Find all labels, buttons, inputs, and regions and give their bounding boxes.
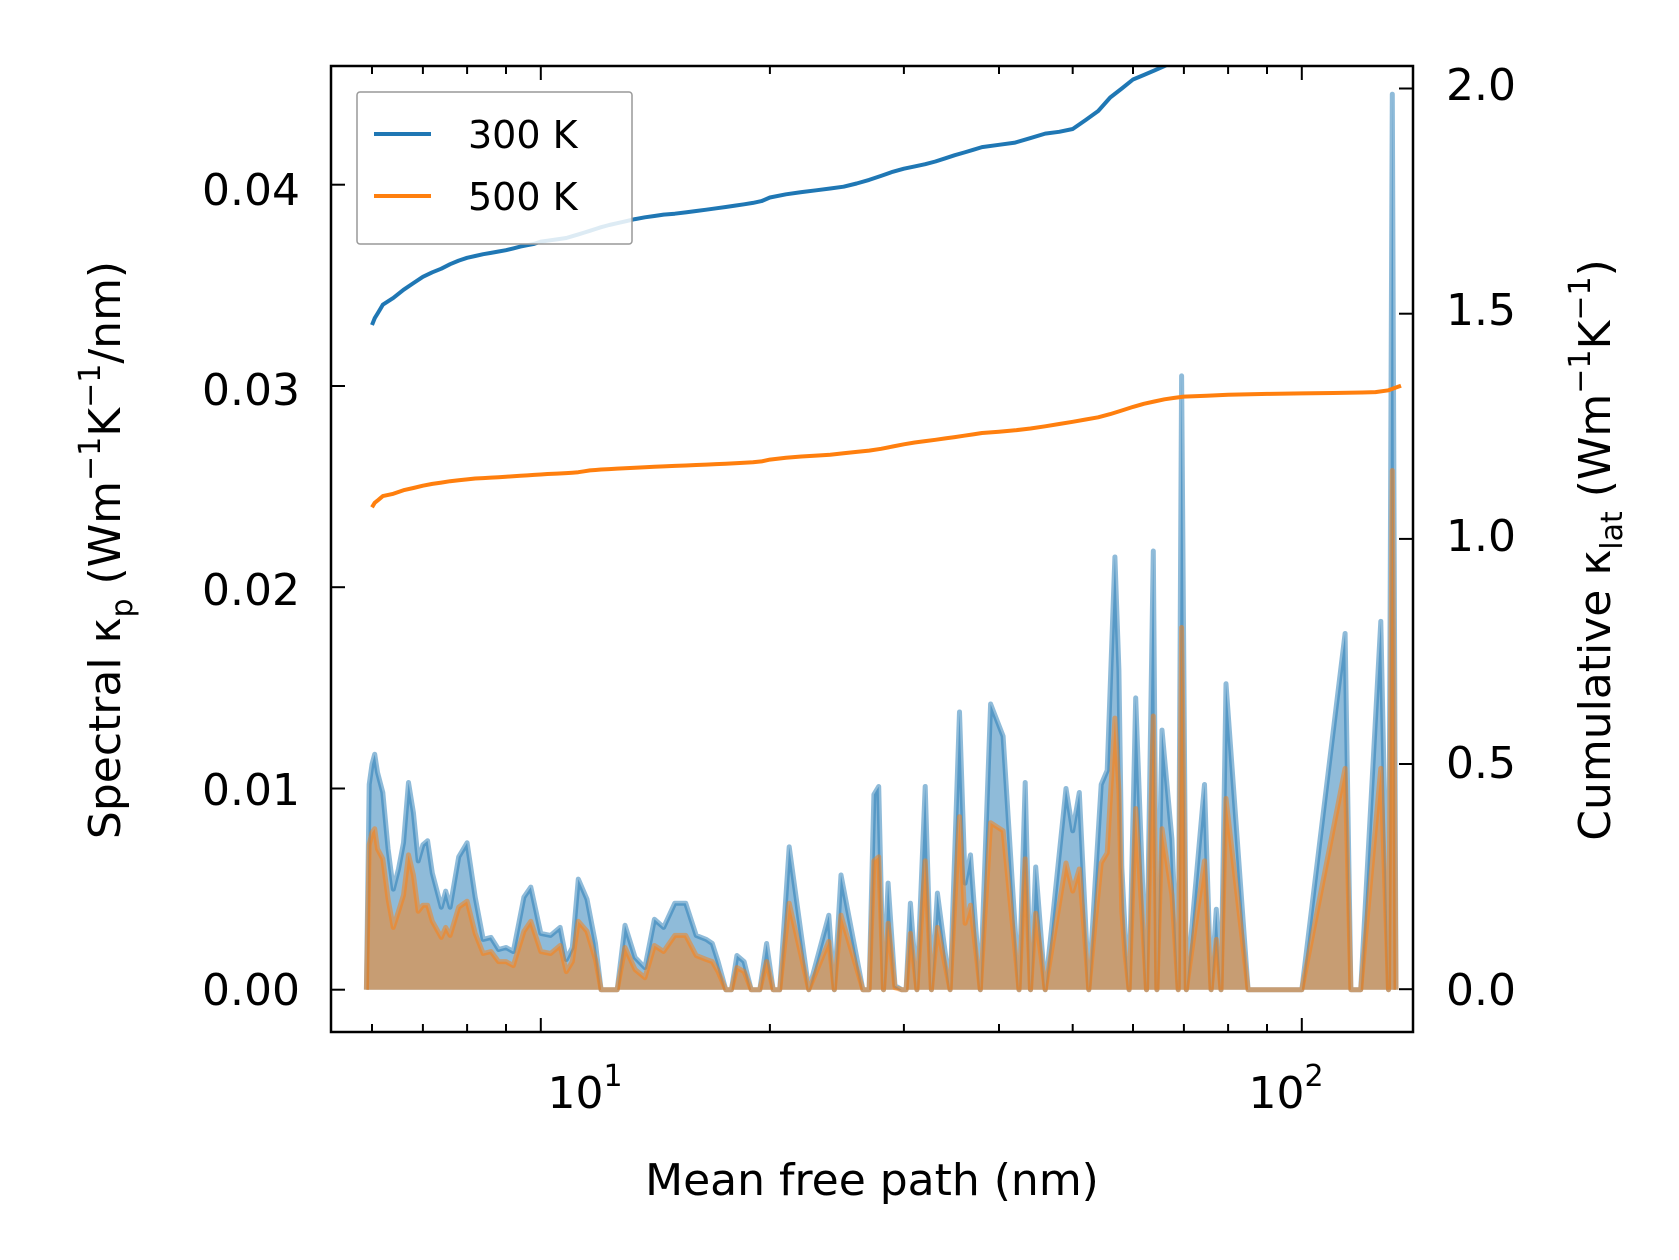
ticks-layer <box>331 66 1413 1032</box>
x-tick-base-100: 10 <box>1248 1068 1304 1119</box>
y-left-tick-label-2: 0.02 <box>202 565 300 616</box>
y-left-label-k: K <box>80 407 131 437</box>
x-tick-exp-10: 1 <box>603 1059 622 1094</box>
spectral-layer <box>363 91 1399 993</box>
y-right-label-units: (Wm <box>1570 394 1621 512</box>
y-left-axis-label: Spectral κp (Wm−1K−1/nm) <box>73 261 140 839</box>
x-tick-exp-100: 2 <box>1304 1059 1323 1094</box>
y-left-label-sup1: −1 <box>73 437 108 481</box>
x-tick-label-100: 102 <box>1248 1059 1323 1119</box>
plot-area <box>363 66 1402 993</box>
y-right-tick-label-2: 1.0 <box>1446 511 1516 562</box>
y-left-tick-label-0: 0.00 <box>202 965 300 1016</box>
y-right-tick-label-3: 1.5 <box>1446 285 1516 336</box>
y-left-tick-label-1: 0.01 <box>202 765 300 816</box>
y-left-label-units: (Wm <box>80 481 131 599</box>
x-tick-base-10: 10 <box>547 1068 603 1119</box>
legend: 300 K 500 K <box>356 91 633 245</box>
y-right-tick-label-4: 2.0 <box>1446 60 1516 111</box>
cumulative-layer <box>370 66 1402 509</box>
y-left-label-prefix: Spectral κ <box>80 618 131 840</box>
spectral-line-500k <box>363 468 1399 993</box>
legend-box <box>356 91 633 245</box>
axes-frame <box>329 64 1415 1034</box>
cumulative-line-300k <box>370 66 1170 326</box>
y-left-tick-label-3: 0.03 <box>202 365 300 416</box>
y-left-tick-label-4: 0.04 <box>202 165 300 216</box>
y-left-label-end: /nm) <box>80 261 131 364</box>
y-right-tick-label-1: 0.5 <box>1446 738 1516 789</box>
y-right-label-sup1: −1 <box>1563 349 1598 393</box>
y-left-label-sup2: −1 <box>73 364 108 408</box>
y-left-label-sub: p <box>105 598 140 617</box>
legend-label-300k: 300 K <box>468 113 579 157</box>
y-right-axis-label: Cumulative κlat (Wm−1K−1) <box>1563 259 1630 841</box>
cumulative-line-500k <box>370 383 1402 509</box>
x-axis-label: Mean free path (nm) <box>645 1155 1099 1206</box>
y-right-label-prefix: Cumulative κ <box>1570 550 1621 841</box>
x-tick-label-10: 101 <box>547 1059 622 1119</box>
y-right-label-sup2: −1 <box>1563 276 1598 320</box>
y-right-label-end: ) <box>1570 259 1621 276</box>
y-right-tick-label-0: 0.0 <box>1446 965 1516 1016</box>
y-right-label-k: K <box>1570 319 1621 349</box>
y-right-label-sub: lat <box>1595 511 1630 550</box>
legend-label-500k: 500 K <box>468 175 579 219</box>
